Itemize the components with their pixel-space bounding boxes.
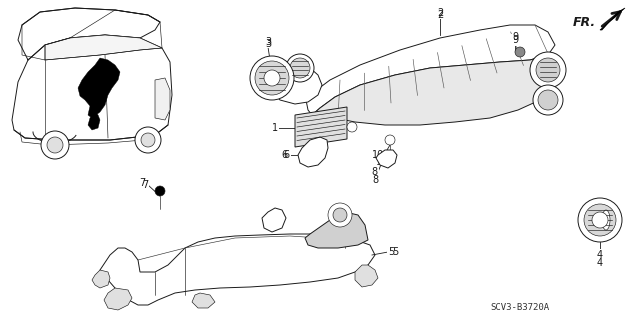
Text: 3: 3	[265, 39, 271, 49]
Polygon shape	[376, 150, 397, 168]
Circle shape	[255, 61, 289, 95]
Text: 3: 3	[265, 37, 271, 47]
Circle shape	[264, 70, 280, 86]
Circle shape	[538, 90, 558, 110]
Text: SCV3-B3720A: SCV3-B3720A	[490, 303, 549, 313]
Text: 7: 7	[141, 180, 148, 190]
Text: FR.: FR.	[573, 16, 596, 28]
Polygon shape	[92, 270, 110, 288]
Circle shape	[385, 135, 395, 145]
Text: 6: 6	[284, 150, 290, 160]
Circle shape	[533, 85, 563, 115]
Circle shape	[135, 127, 161, 153]
Text: 5: 5	[388, 247, 394, 257]
Polygon shape	[45, 35, 162, 60]
Circle shape	[155, 186, 165, 196]
Polygon shape	[100, 234, 375, 305]
Text: 5: 5	[392, 247, 398, 257]
Polygon shape	[308, 55, 555, 130]
Text: 9: 9	[512, 35, 518, 45]
Text: 7: 7	[139, 178, 145, 188]
Circle shape	[592, 212, 608, 228]
Polygon shape	[262, 62, 285, 78]
Text: 10: 10	[372, 150, 384, 160]
Circle shape	[41, 131, 69, 159]
Circle shape	[530, 52, 566, 88]
Polygon shape	[305, 212, 368, 248]
Text: 6: 6	[281, 150, 287, 160]
Circle shape	[47, 137, 63, 153]
Circle shape	[250, 56, 294, 100]
Text: 4: 4	[597, 258, 603, 268]
Circle shape	[141, 133, 155, 147]
Polygon shape	[88, 112, 100, 130]
Text: 10: 10	[376, 158, 388, 167]
Polygon shape	[600, 8, 625, 30]
Circle shape	[536, 58, 560, 82]
Circle shape	[333, 208, 347, 222]
Text: 2: 2	[437, 10, 443, 20]
Text: 8: 8	[372, 175, 378, 185]
Circle shape	[286, 54, 314, 82]
Polygon shape	[155, 78, 170, 120]
Circle shape	[584, 204, 616, 236]
Text: 2: 2	[437, 8, 443, 18]
Polygon shape	[12, 35, 172, 140]
Circle shape	[290, 58, 310, 78]
Text: 4: 4	[597, 250, 603, 260]
Circle shape	[328, 203, 352, 227]
Circle shape	[515, 47, 525, 57]
Polygon shape	[306, 25, 555, 115]
Circle shape	[578, 198, 622, 242]
Polygon shape	[262, 208, 286, 232]
Text: 9: 9	[512, 32, 518, 42]
Text: 8: 8	[372, 167, 378, 177]
Text: 1: 1	[272, 123, 278, 133]
Polygon shape	[298, 137, 328, 167]
Ellipse shape	[602, 210, 610, 230]
Polygon shape	[355, 265, 378, 287]
Polygon shape	[192, 293, 215, 308]
Circle shape	[347, 122, 357, 132]
Polygon shape	[104, 288, 132, 310]
Polygon shape	[272, 65, 322, 104]
Polygon shape	[295, 107, 347, 147]
Polygon shape	[78, 58, 120, 118]
